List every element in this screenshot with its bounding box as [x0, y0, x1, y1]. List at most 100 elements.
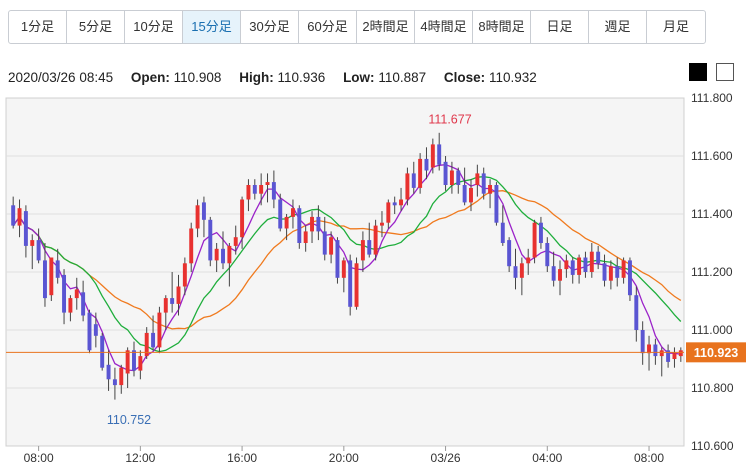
- candle: [380, 211, 384, 238]
- candle-body: [221, 248, 225, 264]
- candle: [100, 332, 105, 371]
- x-tick-label: 03/26: [431, 451, 461, 465]
- candle-body: [297, 208, 302, 243]
- candle-body: [411, 173, 416, 188]
- close-value: 110.932: [488, 70, 537, 85]
- open-label: Open:: [130, 70, 170, 85]
- candle: [545, 237, 550, 272]
- candle-body: [252, 185, 257, 194]
- candle: [462, 167, 467, 206]
- candle-body: [602, 263, 607, 281]
- y-tick-label: 111.600: [691, 149, 733, 163]
- candle-body: [23, 211, 28, 246]
- candle-body: [386, 202, 391, 223]
- ma-short-line: [12, 164, 681, 372]
- candle: [608, 260, 613, 290]
- candle: [399, 187, 404, 212]
- candle: [666, 344, 671, 368]
- candle-body: [640, 330, 645, 354]
- candle-body: [532, 222, 537, 258]
- low-label: Low:: [343, 70, 375, 85]
- tab-6[interactable]: 2時間足: [357, 11, 415, 43]
- candle: [259, 173, 264, 206]
- candle: [513, 248, 518, 290]
- candle-body: [189, 228, 194, 264]
- candle-body: [316, 216, 321, 232]
- candle: [507, 237, 512, 272]
- candle-body: [182, 263, 187, 287]
- tab-9[interactable]: 日足: [531, 11, 589, 43]
- candle-body: [627, 260, 632, 296]
- candle-body: [106, 364, 111, 380]
- candle-body: [405, 173, 410, 200]
- candle: [354, 257, 359, 310]
- dark-theme-button[interactable]: [689, 63, 707, 81]
- candle: [151, 315, 156, 351]
- candle-body: [360, 240, 365, 261]
- candle-body: [570, 260, 575, 275]
- candle: [303, 225, 308, 252]
- tab-5[interactable]: 60分足: [299, 11, 357, 43]
- candle-body: [494, 185, 499, 223]
- candle-body: [373, 225, 378, 255]
- candle: [55, 248, 60, 284]
- candle: [621, 257, 626, 284]
- x-tick-label: 20:00: [329, 451, 359, 465]
- candle-body: [214, 248, 219, 261]
- candle-body: [125, 350, 130, 374]
- candle: [392, 196, 397, 214]
- candle-body: [615, 266, 620, 278]
- candle-body: [462, 185, 467, 203]
- candle: [62, 269, 67, 325]
- candle: [106, 350, 111, 391]
- candle-body: [666, 350, 671, 362]
- candle: [481, 167, 486, 200]
- x-tick-label: 12:00: [125, 451, 155, 465]
- ma-mid-line: [12, 176, 682, 353]
- y-tick-label: 111.200: [691, 265, 733, 279]
- candle-body: [201, 202, 206, 220]
- candle-body: [430, 144, 435, 168]
- candle-body: [227, 245, 232, 264]
- candle: [310, 211, 314, 243]
- candle: [214, 243, 219, 272]
- tab-8[interactable]: 8時間足: [473, 11, 531, 43]
- candle: [278, 193, 283, 232]
- candle-body: [49, 257, 54, 296]
- tab-2[interactable]: 10分足: [125, 11, 183, 43]
- candle: [424, 147, 429, 180]
- candle: [551, 251, 556, 287]
- candle: [271, 170, 276, 209]
- candle-body: [608, 266, 613, 281]
- candle-body: [132, 350, 136, 371]
- candle: [602, 254, 607, 287]
- candle: [570, 257, 575, 284]
- candle: [341, 257, 346, 293]
- tab-0[interactable]: 1分足: [9, 11, 67, 43]
- tab-7[interactable]: 4時間足: [415, 11, 473, 43]
- candle: [170, 272, 175, 313]
- candle: [538, 216, 543, 249]
- candle-body: [119, 367, 124, 386]
- candle: [195, 199, 200, 238]
- candle-body: [424, 158, 429, 171]
- candle: [456, 167, 461, 194]
- tab-10[interactable]: 週足: [589, 11, 647, 43]
- tab-1[interactable]: 5分足: [67, 11, 125, 43]
- tab-4[interactable]: 30分足: [241, 11, 299, 43]
- light-theme-button[interactable]: [716, 63, 734, 81]
- tab-3[interactable]: 15分足: [183, 11, 241, 43]
- candle: [201, 196, 206, 238]
- candle: [411, 161, 416, 194]
- y-tick-label: 111.400: [691, 207, 733, 221]
- ma-long-line: [12, 190, 682, 330]
- candle: [30, 234, 35, 270]
- candle: [125, 347, 130, 388]
- candle-body: [163, 298, 168, 313]
- candle-body: [653, 344, 658, 357]
- tab-11[interactable]: 月足: [662, 19, 689, 34]
- candle: [182, 257, 187, 296]
- candle-body: [303, 231, 308, 243]
- candle-body: [11, 205, 16, 226]
- candle-body: [112, 379, 117, 386]
